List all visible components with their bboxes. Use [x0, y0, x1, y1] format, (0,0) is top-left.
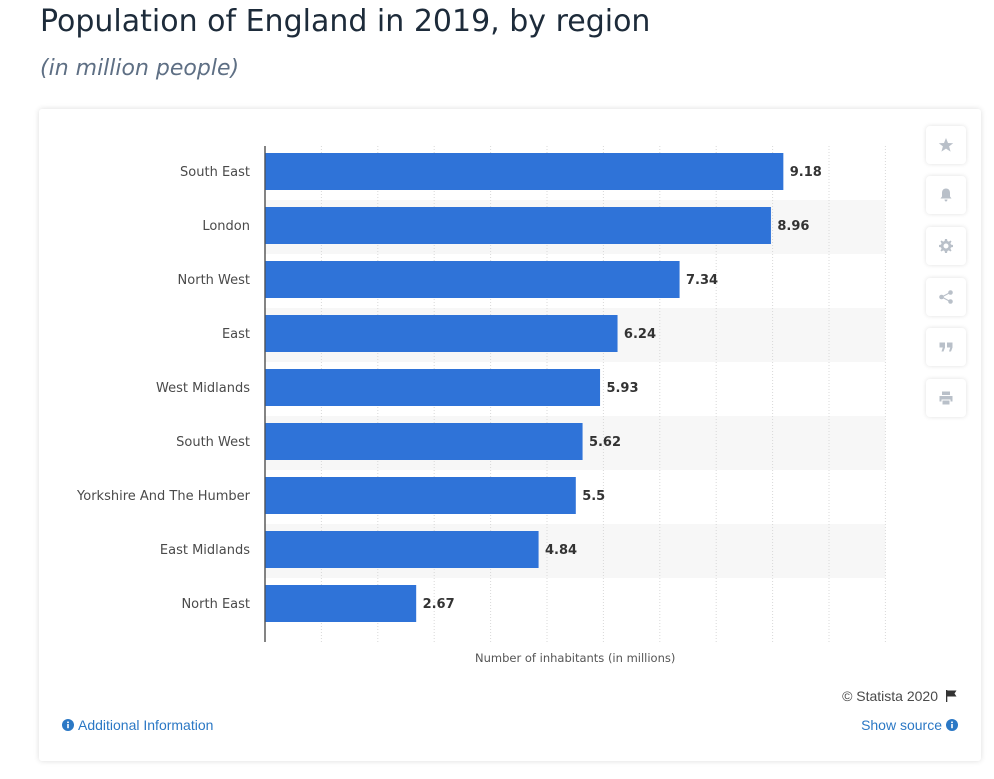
info-icon [946, 719, 958, 731]
data-label: 9.18 [790, 165, 822, 180]
additional-information-label: Additional Information [78, 717, 214, 733]
bar[interactable] [265, 531, 539, 568]
category-label: Yorkshire And The Humber [76, 489, 251, 504]
bar[interactable] [265, 477, 576, 514]
page-title: Population of England in 2019, by region [40, 4, 651, 39]
copyright-text: © Statista 2020 [842, 688, 938, 704]
info-icon [62, 719, 74, 731]
star-icon [938, 138, 954, 152]
show-source-link[interactable]: Show source [861, 717, 958, 733]
quote-icon [939, 342, 953, 352]
chart-card: South East 9.18 London 8.96 North West 7.34 Ea… [39, 109, 981, 761]
category-label: North West [178, 273, 250, 288]
bar[interactable] [265, 261, 680, 298]
data-label: 7.34 [686, 273, 718, 288]
settings-button[interactable] [926, 227, 966, 265]
bar[interactable] [265, 369, 601, 406]
print-icon [939, 391, 953, 405]
additional-information-link[interactable]: Additional Information [62, 717, 213, 733]
gear-icon [939, 239, 953, 253]
data-label: 4.84 [545, 543, 577, 558]
page-subtitle: (in million people) [40, 56, 240, 81]
bar[interactable] [265, 153, 784, 190]
data-label: 5.93 [606, 381, 638, 396]
bar[interactable] [265, 207, 771, 244]
bar-chart: South East 9.18 London 8.96 North West 7.34 Ea… [76, 146, 886, 665]
category-label: East [222, 327, 250, 342]
print-button[interactable] [926, 379, 966, 417]
data-label: 8.96 [777, 219, 809, 234]
category-label: West Midlands [156, 381, 250, 396]
bar[interactable] [265, 315, 618, 352]
notification-button[interactable] [926, 176, 966, 214]
bell-icon [940, 188, 952, 202]
data-label: 5.5 [582, 489, 605, 504]
category-label: South West [176, 435, 250, 450]
flag-icon[interactable] [944, 689, 958, 703]
category-label: East Midlands [160, 543, 250, 558]
favorite-button[interactable] [926, 126, 966, 164]
bar[interactable] [265, 423, 583, 460]
cite-button[interactable] [926, 328, 966, 366]
data-label: 5.62 [589, 435, 621, 450]
bar[interactable] [265, 585, 417, 622]
share-button[interactable] [926, 278, 966, 316]
category-label: London [202, 219, 250, 234]
data-label: 2.67 [423, 597, 455, 612]
share-icon [939, 290, 953, 304]
x-axis-label: Number of inhabitants (in millions) [475, 651, 675, 665]
data-label: 6.24 [624, 327, 656, 342]
category-label: North East [181, 597, 250, 612]
category-label: South East [180, 165, 250, 180]
copyright-notice: © Statista 2020 [842, 688, 958, 704]
show-source-label: Show source [861, 717, 942, 733]
